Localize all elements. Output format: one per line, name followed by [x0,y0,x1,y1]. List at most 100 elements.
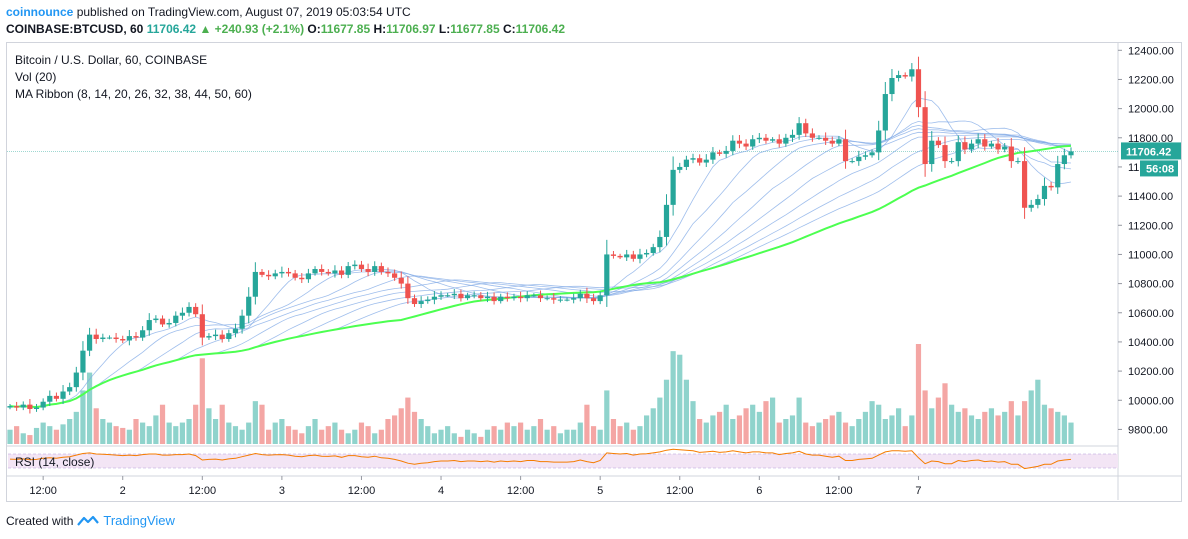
candle-body[interactable] [153,318,159,321]
candle-body[interactable] [53,395,60,399]
candle-body[interactable] [518,296,524,299]
candle-body[interactable] [697,158,703,163]
publisher-name[interactable]: coinnounce [6,5,74,19]
candle-body[interactable] [551,298,557,300]
candle-body[interactable] [425,299,431,302]
candle-body[interactable] [252,271,258,297]
candle-body[interactable] [7,406,13,408]
candle-body[interactable] [982,139,988,147]
candle-body[interactable] [179,312,186,316]
candle-body[interactable] [338,270,345,275]
candle-body[interactable] [949,161,955,163]
candle-body[interactable] [312,269,318,274]
candle-body[interactable] [577,293,583,299]
candle-body[interactable] [1002,146,1008,150]
candle-body[interactable] [458,293,464,299]
candle-body[interactable] [491,296,497,302]
candle-body[interactable] [955,142,961,162]
candle-body[interactable] [590,298,597,302]
candle-body[interactable] [1068,151,1074,156]
candle-body[interactable] [571,298,577,300]
candle-body[interactable] [670,169,676,205]
candle-body[interactable] [159,318,166,325]
candle-body[interactable] [889,77,895,95]
candle-body[interactable] [80,350,86,373]
candle-body[interactable] [995,143,1001,150]
candle-body[interactable] [796,123,802,135]
candle-body[interactable] [206,336,212,338]
candle-body[interactable] [266,274,272,277]
candle-body[interactable] [445,295,451,297]
candle-body[interactable] [166,322,172,325]
candle-body[interactable] [93,334,99,340]
candle-body[interactable] [1028,204,1034,208]
candle-body[interactable] [146,320,152,331]
candle-body[interactable] [942,145,948,162]
candle-body[interactable] [212,334,219,337]
candle-body[interactable] [789,134,796,138]
candle-body[interactable] [902,75,908,77]
candle-body[interactable] [1021,161,1028,208]
candle-body[interactable] [365,269,371,272]
candle-body[interactable] [895,75,902,78]
candle-body[interactable] [597,295,603,302]
candle-body[interactable] [438,295,444,297]
candle-body[interactable] [584,293,590,299]
candle-body[interactable] [637,254,643,259]
candle-body[interactable] [40,401,46,408]
candle-body[interactable] [332,270,338,274]
candle-body[interactable] [988,143,995,147]
candle-body[interactable] [511,296,517,299]
candle-body[interactable] [305,273,312,280]
candle-body[interactable] [730,140,736,151]
candle-body[interactable] [750,139,756,147]
candle-body[interactable] [1041,185,1048,200]
candle-body[interactable] [683,159,689,167]
candle-body[interactable] [1035,199,1041,205]
candle-body[interactable] [120,339,126,341]
candle-body[interactable] [504,296,510,299]
candle-body[interactable] [471,295,477,297]
candle-body[interactable] [617,255,623,258]
candle-body[interactable] [451,293,457,296]
chart-frame[interactable] [6,42,1182,502]
candle-body[interactable] [272,273,278,277]
candle-body[interactable] [246,296,252,316]
candle-body[interactable] [975,139,981,144]
candle-body[interactable] [803,123,809,134]
candle-body[interactable] [869,152,875,156]
candle-body[interactable] [86,334,93,351]
candle-body[interactable] [27,404,33,410]
candle-body[interactable] [484,296,491,299]
candle-body[interactable] [1055,164,1061,188]
candle-body[interactable] [816,137,822,139]
candle-body[interactable] [710,152,716,160]
candle-body[interactable] [968,143,975,150]
candle-body[interactable] [862,155,869,157]
candle-body[interactable] [431,296,437,300]
candle-body[interactable] [319,269,325,272]
candle-body[interactable] [809,133,815,138]
candle-body[interactable] [557,299,563,301]
candle-body[interactable] [325,271,331,274]
candle-body[interactable] [736,140,743,144]
candle-body[interactable] [67,387,73,392]
candle-body[interactable] [882,94,888,131]
candle-body[interactable] [292,273,298,278]
candle-body[interactable] [531,295,537,297]
candle-body[interactable] [372,266,378,272]
candle-body[interactable] [829,140,835,144]
candle-body[interactable] [644,252,650,255]
candle-body[interactable] [663,204,670,237]
candle-body[interactable] [703,159,709,163]
candle-body[interactable] [285,271,292,274]
candle-body[interactable] [756,137,762,140]
candle-body[interactable] [690,158,696,160]
candle-body[interactable] [604,254,610,296]
candle-body[interactable] [763,137,769,141]
candle-body[interactable] [358,264,365,270]
candle-body[interactable] [630,254,636,259]
candle-body[interactable] [193,306,199,315]
candle-body[interactable] [226,333,232,340]
candle-body[interactable] [776,139,782,144]
